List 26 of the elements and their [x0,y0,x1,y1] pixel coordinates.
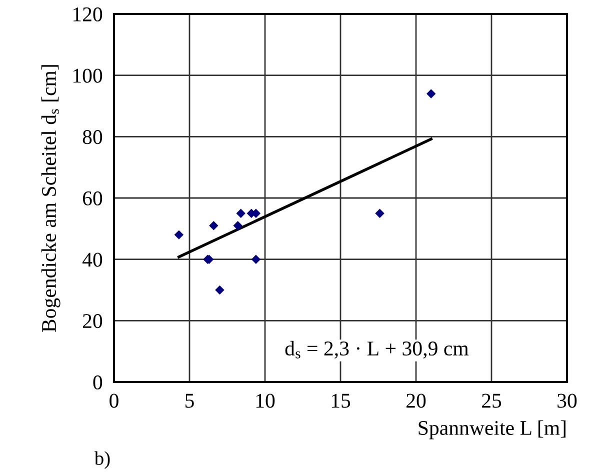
x-tick-label: 20 [406,394,426,408]
text: b) [94,451,110,469]
y-tick-label: 80 [82,130,102,144]
x-tick-label: 15 [332,394,350,408]
point [375,208,384,218]
x-tick-label: 0 [110,394,118,408]
x-tick-label: 5 [186,394,194,408]
x-tick-label: 25 [482,394,502,408]
point [174,230,184,240]
point [251,254,261,264]
point [233,220,242,230]
y-tick-label: 40 [82,252,102,267]
annotation: d$_{s}$ = 2,3 · L + 30,9 cm [285,340,469,359]
y-tick-label: 60 [82,191,102,206]
y-tick-label: 20 [82,314,102,328]
y-tick-label: 120 [73,7,102,22]
x-tick-label: 30 [558,394,577,408]
y-tick-label: 100 [73,68,102,83]
point [215,285,224,295]
point [236,208,246,218]
x-tick-label: 10 [256,394,275,408]
point [426,89,436,98]
y-axis-title: Bogendicke am Scheitel d$_{s}$ [cm] [41,65,60,332]
x-axis-title: Spannweite L [m] [418,420,566,440]
point [209,220,218,230]
y-tick-label: 0 [93,375,102,390]
